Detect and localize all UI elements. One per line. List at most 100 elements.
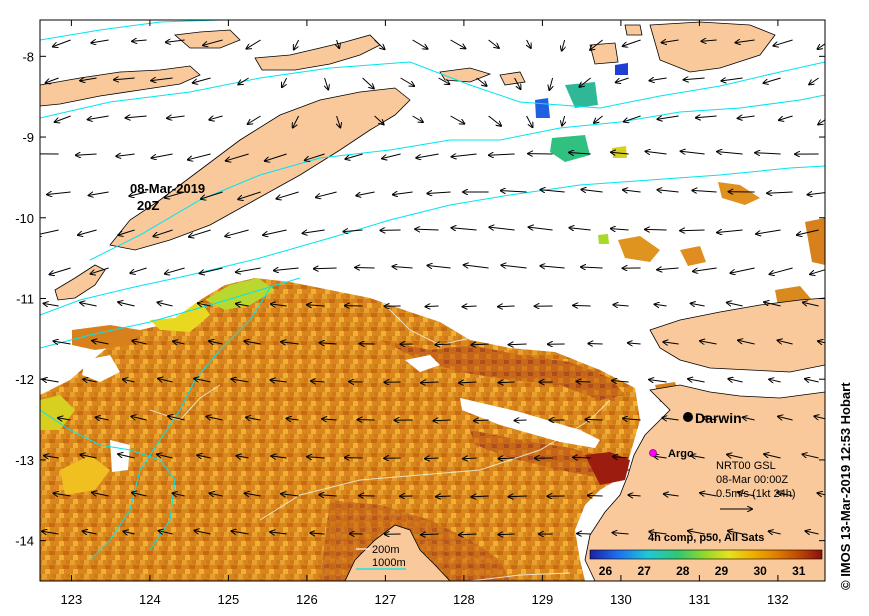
- current-vector-arrow: [151, 78, 173, 81]
- current-vector-arrow: [688, 531, 705, 534]
- x-tick-label: 126: [296, 592, 318, 607]
- current-vector-arrow: [645, 229, 667, 230]
- current-vector-arrow: [515, 420, 527, 421]
- current-vector-arrow: [778, 340, 793, 345]
- current-vector-arrow: [92, 341, 109, 344]
- argo-marker: [649, 449, 657, 457]
- current-vector-arrow: [692, 190, 717, 192]
- current-vector-arrow: [696, 116, 717, 118]
- australia-mainland: [584, 384, 825, 581]
- current-vector-arrow: [436, 496, 451, 497]
- current-vector-arrow: [197, 455, 211, 458]
- current-vector-arrow: [728, 531, 743, 534]
- current-vector-arrow: [78, 229, 97, 235]
- current-vector-arrow: [96, 417, 109, 420]
- colorbar-tick-label: 30: [753, 564, 767, 578]
- current-vector-arrow: [345, 153, 363, 159]
- current-vector-arrow: [809, 77, 819, 84]
- current-vector-arrow: [585, 419, 603, 420]
- current-vector-arrow: [700, 341, 717, 344]
- current-vector-arrow: [472, 496, 489, 497]
- current-vector-arrow: [769, 379, 781, 382]
- current-vector-arrow: [700, 493, 717, 496]
- current-vector-arrow: [569, 153, 591, 155]
- y-tick-label: -8: [22, 49, 34, 64]
- current-vector-arrow: [307, 305, 325, 306]
- current-vector-arrow: [663, 342, 679, 344]
- current-vector-arrow: [569, 228, 591, 230]
- flores-island: [40, 65, 201, 107]
- current-vector-arrow: [611, 229, 629, 230]
- current-vector-arrow: [43, 379, 59, 382]
- current-vector-arrow: [777, 492, 793, 497]
- current-vector-arrow: [203, 39, 223, 45]
- current-vector-arrow: [573, 305, 591, 306]
- current-vector-arrow: [320, 343, 337, 344]
- current-vector-arrow: [459, 382, 477, 383]
- current-vector-arrow: [450, 39, 466, 48]
- current-vector-arrow: [153, 229, 173, 236]
- current-vector-arrow: [464, 265, 489, 269]
- current-vector-arrow: [248, 115, 261, 124]
- current-vector-arrow: [452, 154, 477, 157]
- current-vector-arrow: [717, 230, 743, 233]
- current-vector-arrow: [527, 39, 531, 48]
- current-vector-arrow: [173, 493, 185, 496]
- current-vector-arrow: [277, 191, 299, 199]
- current-vector-arrow: [400, 77, 415, 86]
- current-vector-arrow: [489, 154, 515, 155]
- current-vector-arrow: [238, 191, 261, 199]
- current-vector-arrow: [91, 40, 109, 43]
- current-vector-arrow: [691, 456, 705, 459]
- argo-label: Argo: [668, 448, 694, 460]
- current-vector-arrow: [157, 454, 173, 459]
- current-vector-arrow: [50, 267, 71, 274]
- y-tick-label: -11: [16, 291, 34, 306]
- colorbar-tick-label: 27: [637, 564, 651, 578]
- darwin-label: Darwin: [695, 410, 742, 426]
- isobath-1000-label: 1000m: [372, 557, 406, 569]
- x-tick-label: 131: [689, 592, 711, 607]
- current-vector-arrow: [247, 39, 261, 49]
- current-vector-arrow: [594, 115, 603, 123]
- y-tick-label: -12: [15, 372, 34, 387]
- leti-island: [499, 71, 526, 86]
- current-scale-label: 0.5m/s (1kt 24h): [716, 488, 795, 500]
- current-vector-arrow: [688, 379, 705, 382]
- current-vector-arrow: [206, 417, 223, 421]
- x-tick-label: 125: [218, 592, 240, 607]
- current-vector-arrow: [613, 457, 629, 458]
- colorbar: [589, 549, 823, 560]
- current-vector-arrow: [489, 227, 515, 230]
- current-vector-arrow: [246, 417, 261, 420]
- current-vector-arrow: [654, 456, 667, 458]
- current-vector-arrow: [54, 493, 71, 496]
- current-vector-arrow: [132, 341, 147, 344]
- current-vector-arrow: [382, 153, 401, 159]
- current-vector-arrow: [92, 493, 109, 497]
- current-vector-arrow: [573, 457, 591, 458]
- current-vector-arrow: [581, 190, 603, 193]
- snapshot-date-label: 08-Mar-2019: [130, 181, 205, 196]
- copyright-label: © IMOS 13-Mar-2019 12:53 Hobart: [838, 382, 853, 590]
- current-vector-arrow: [303, 229, 325, 233]
- current-vector-arrow: [132, 40, 147, 41]
- current-vector-arrow: [624, 115, 641, 122]
- current-vector-arrow: [797, 229, 819, 235]
- current-vector-arrow: [498, 534, 515, 535]
- current-vector-arrow: [188, 153, 211, 160]
- current-vector-arrow: [612, 381, 629, 382]
- current-vector-arrow: [44, 456, 59, 458]
- isobaths: [40, 20, 825, 581]
- current-vector-arrow: [314, 268, 337, 269]
- current-vector-arrow: [616, 77, 629, 82]
- current-vector-arrow: [623, 190, 641, 192]
- current-arrows: [40, 39, 825, 535]
- current-vector-arrow: [488, 39, 499, 48]
- alor-island: [174, 29, 241, 49]
- current-vector-arrow: [425, 458, 439, 459]
- current-vector-arrow: [818, 116, 825, 125]
- landmasses: [40, 21, 825, 581]
- bonaparte-coast: [344, 524, 451, 581]
- current-vector-arrow: [488, 115, 502, 126]
